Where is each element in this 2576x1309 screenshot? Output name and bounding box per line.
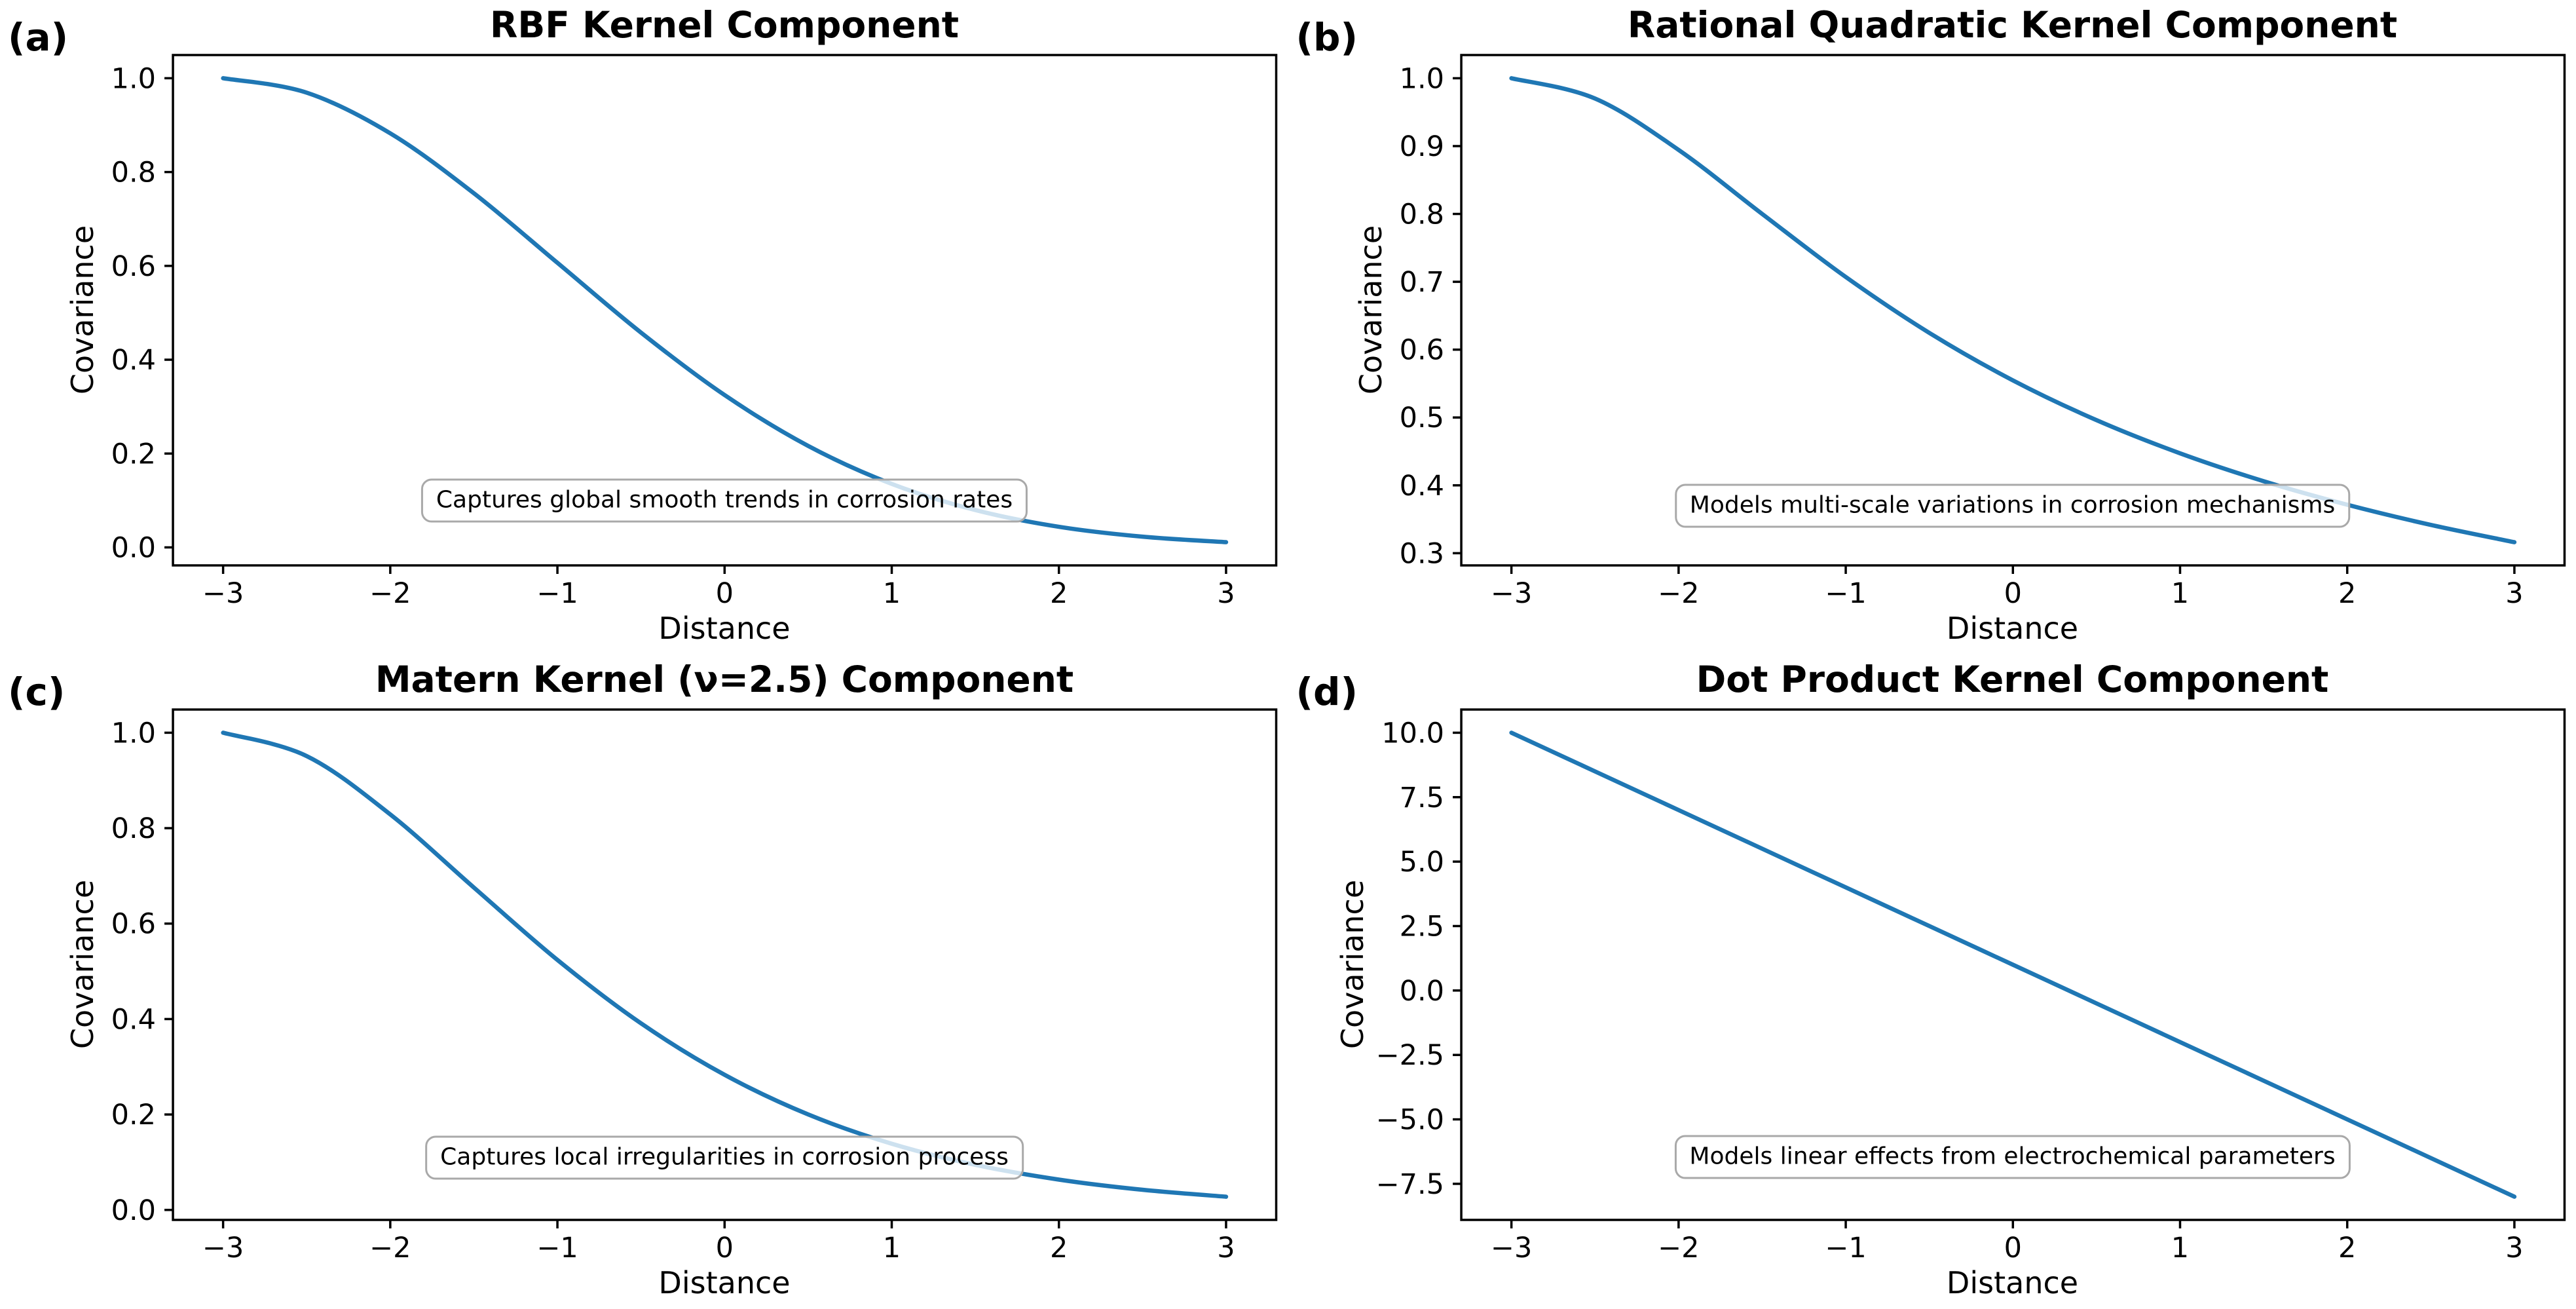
svg-text:0: 0 <box>2004 1232 2021 1264</box>
svg-text:0.7: 0.7 <box>1399 266 1444 299</box>
svg-text:2: 2 <box>2338 577 2356 610</box>
svg-text:1.0: 1.0 <box>1399 62 1444 95</box>
svg-text:1: 1 <box>2171 1232 2188 1264</box>
svg-text:−2: −2 <box>369 1232 411 1264</box>
svg-text:−3: −3 <box>202 1232 244 1264</box>
svg-text:0.6: 0.6 <box>111 908 156 941</box>
svg-text:7.5: 7.5 <box>1399 782 1444 814</box>
chart-title-rbf: RBF Kernel Component <box>489 4 960 46</box>
svg-text:1: 1 <box>883 577 901 610</box>
panel-b-rational-quadratic-kernel: (b) Rational Quadratic Kernel Component … <box>1288 0 2576 654</box>
svg-text:0.8: 0.8 <box>111 157 156 189</box>
panel-label-c: (c) <box>8 670 65 714</box>
svg-text:1.0: 1.0 <box>111 62 156 95</box>
chart-title-rational-quadratic: Rational Quadratic Kernel Component <box>1627 4 2398 46</box>
svg-text:2: 2 <box>1050 1232 1068 1264</box>
svg-text:0.2: 0.2 <box>111 438 156 470</box>
svg-text:−3: −3 <box>1490 577 1531 610</box>
svg-text:3: 3 <box>1217 1232 1235 1264</box>
svg-text:−5.0: −5.0 <box>1375 1104 1444 1137</box>
svg-text:1: 1 <box>2171 577 2188 610</box>
matern-kernel-plot: −3 −2 −1 0 1 2 3 0.0 0.2 0.4 0.6 0.8 1.0 <box>111 708 1278 1264</box>
svg-text:2: 2 <box>2338 1232 2356 1264</box>
svg-text:0: 0 <box>716 577 734 610</box>
panel-c-matern-kernel: (c) Matern Kernel (ν=2.5) Component Cova… <box>0 654 1288 1309</box>
svg-text:0.4: 0.4 <box>111 1003 156 1036</box>
svg-text:−2: −2 <box>1658 1232 1699 1264</box>
chart-title-matern: Matern Kernel (ν=2.5) Component <box>375 658 1074 700</box>
svg-text:2.5: 2.5 <box>1399 910 1444 943</box>
annotation-box-dot-product: Models linear effects from electrochemic… <box>1674 1135 2351 1179</box>
svg-text:−2: −2 <box>369 577 411 610</box>
svg-text:−1: −1 <box>536 1232 578 1264</box>
svg-text:0.2: 0.2 <box>111 1099 156 1131</box>
svg-text:−3: −3 <box>202 577 244 610</box>
annotation-box-rbf: Captures global smooth trends in corrosi… <box>420 478 1028 523</box>
annotation-box-matern: Captures local irregularities in corrosi… <box>425 1135 1024 1180</box>
svg-text:3: 3 <box>2505 577 2523 610</box>
x-axis-label-distance: Distance <box>658 611 791 646</box>
x-axis-label-distance: Distance <box>1946 611 2079 646</box>
svg-text:−1: −1 <box>1825 577 1866 610</box>
svg-text:2: 2 <box>1050 577 1068 610</box>
annotation-box-rational-quadratic: Models multi-scale variations in corrosi… <box>1674 484 2351 528</box>
svg-text:−2: −2 <box>1658 577 1699 610</box>
svg-text:5.0: 5.0 <box>1399 846 1444 879</box>
panel-label-d: (d) <box>1296 670 1358 714</box>
svg-text:0.6: 0.6 <box>111 250 156 283</box>
svg-text:10.0: 10.0 <box>1381 717 1444 749</box>
svg-text:−7.5: −7.5 <box>1375 1168 1444 1201</box>
panel-d-dot-product-kernel: (d) Dot Product Kernel Component Covaria… <box>1288 654 2576 1309</box>
svg-text:−1: −1 <box>536 577 578 610</box>
svg-text:0.4: 0.4 <box>1399 470 1444 503</box>
svg-text:0.3: 0.3 <box>1399 537 1444 570</box>
svg-text:0.0: 0.0 <box>1399 975 1444 1008</box>
svg-text:3: 3 <box>1217 577 1235 610</box>
svg-text:−3: −3 <box>1490 1232 1531 1264</box>
svg-text:0.0: 0.0 <box>111 1194 156 1227</box>
svg-text:1.0: 1.0 <box>111 717 156 749</box>
svg-text:−1: −1 <box>1825 1232 1866 1264</box>
x-axis-label-distance: Distance <box>658 1265 791 1300</box>
rational-quadratic-kernel-plot: −3 −2 −1 0 1 2 3 0.3 0.4 0.5 0.6 0.7 0.8 0.9 1.0 <box>1399 54 2566 610</box>
svg-text:0.0: 0.0 <box>111 532 156 565</box>
svg-text:0.5: 0.5 <box>1399 402 1444 434</box>
svg-text:0.8: 0.8 <box>111 812 156 845</box>
svg-text:0.6: 0.6 <box>1399 334 1444 367</box>
svg-text:−2.5: −2.5 <box>1375 1039 1444 1072</box>
svg-text:0: 0 <box>716 1232 734 1264</box>
panel-a-rbf-kernel: (a) RBF Kernel Component Covariance Dist… <box>0 0 1288 654</box>
panel-label-b: (b) <box>1296 15 1358 60</box>
x-axis-label-distance: Distance <box>1946 1265 2079 1300</box>
svg-text:0.4: 0.4 <box>111 344 156 377</box>
rbf-kernel-plot: −3 −2 −1 0 1 2 3 0.0 0.2 0.4 0.6 0.8 1.0 <box>111 54 1278 610</box>
svg-text:1: 1 <box>883 1232 901 1264</box>
panel-label-a: (a) <box>8 15 69 60</box>
chart-title-dot-product: Dot Product Kernel Component <box>1696 658 2329 700</box>
svg-text:0: 0 <box>2004 577 2021 610</box>
svg-text:0.9: 0.9 <box>1399 130 1444 163</box>
svg-text:0.8: 0.8 <box>1399 199 1444 231</box>
svg-text:3: 3 <box>2505 1232 2523 1264</box>
dot-product-kernel-plot: −3 −2 −1 0 1 2 3 −7.5 −5.0 −2.5 0.0 2.5 5.0 7.5 10.0 <box>1375 708 2566 1264</box>
